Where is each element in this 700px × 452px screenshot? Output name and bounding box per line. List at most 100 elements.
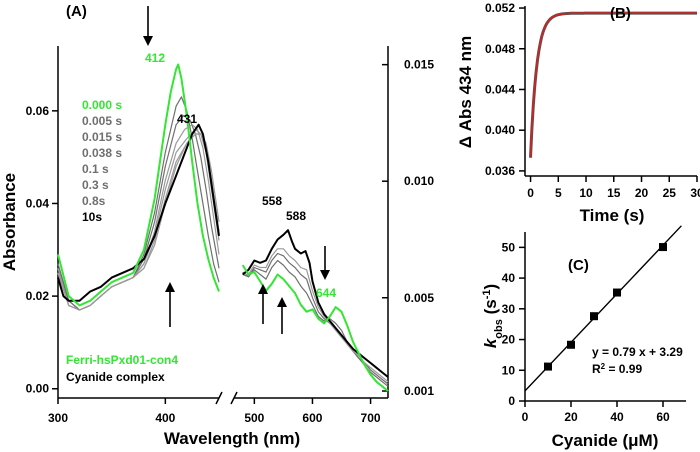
panel-a-visible-series xyxy=(241,229,389,392)
x-tick-label: 60 xyxy=(656,410,670,424)
panel-a-soret-series xyxy=(57,63,220,311)
peak-label: 588 xyxy=(286,209,306,223)
y-tick-label: 20 xyxy=(502,333,516,347)
right-y-tick-label: 0.005 xyxy=(404,291,434,305)
data-point xyxy=(567,340,575,349)
panel-b-x-label: Time (s) xyxy=(580,206,645,225)
x-tick-label: 0 xyxy=(522,410,529,424)
legend-entry: 0.3 s xyxy=(82,178,109,192)
panel-a-y-ticks: 0.00 0.02 0.04 0.06 xyxy=(26,104,58,396)
peak-label: 644 xyxy=(316,286,336,300)
panel-a-x-label: Wavelength (nm) xyxy=(164,429,300,448)
y-tick-label: 0.044 xyxy=(485,82,515,96)
x-tick-label: 700 xyxy=(361,411,381,425)
y-tick-label: 0.048 xyxy=(485,42,515,56)
x-tick-label: 20 xyxy=(564,410,578,424)
panel-c-points xyxy=(544,243,667,371)
y-tick-label: 0.06 xyxy=(26,104,50,118)
y-tick-label: 40 xyxy=(502,271,516,285)
panel-c-label: (C) xyxy=(568,257,589,274)
data-point xyxy=(659,243,667,252)
y-tick-label: 0.02 xyxy=(26,289,50,303)
species-legend-entry: Cyanide complex xyxy=(66,370,165,384)
x-tick-label: 500 xyxy=(244,411,264,425)
data-point xyxy=(613,288,621,297)
arrow-down-644-icon xyxy=(320,246,330,280)
panel-a-y-label: Absorbance xyxy=(0,173,19,271)
panel-c: 0 10 20 30 40 50 0 20 40 60 (C) y = 0.79 x + 3.2… xyxy=(481,225,686,450)
x-tick-label: 15 xyxy=(607,186,621,200)
fit-r-squared: R2 = 0.99 xyxy=(592,362,642,377)
panel-c-y-ticks: 0 10 20 30 40 50 xyxy=(502,240,525,408)
x-tick-label: 600 xyxy=(302,411,322,425)
series-line-10s xyxy=(242,229,389,378)
panel-a-axes xyxy=(57,46,389,399)
legend-entry: 0.005 s xyxy=(82,114,122,128)
panel-b-y-label: Δ Abs 434 nm xyxy=(456,36,475,148)
right-y-tick-label: 0.015 xyxy=(404,58,434,72)
legend-entry: 10s xyxy=(82,210,102,224)
panel-b: 0.036 0.040 0.044 0.048 0.052 0 5 10 15 20 25 30 (… xyxy=(456,1,700,225)
y-tick-label: 0 xyxy=(508,394,515,408)
kinetic-fit-line xyxy=(529,12,697,158)
series-line-10s xyxy=(57,123,220,302)
panel-c-axes xyxy=(524,232,686,402)
panel-a-axis-break xyxy=(215,391,238,405)
species-legend-entry: Ferri-hsPxd01-con4 xyxy=(66,353,178,367)
y-tick-label: 0.04 xyxy=(26,196,50,210)
panel-b-fit-curve xyxy=(529,11,697,158)
panel-a-time-legend: 0.000 s 0.005 s 0.015 s 0.038 s 0.1 s 0.… xyxy=(82,98,122,224)
fit-equation: y = 0.79 x + 3.29 xyxy=(592,345,683,359)
x-tick-label: 25 xyxy=(663,186,677,200)
panel-b-y-ticks: 0.036 0.040 0.044 0.048 0.052 xyxy=(485,1,525,178)
y-tick-label: 0.040 xyxy=(485,123,515,137)
peak-label: 431 xyxy=(177,112,197,126)
legend-entry: 0.038 s xyxy=(82,146,122,160)
panel-a-label: (A) xyxy=(66,3,87,20)
x-tick-label: 300 xyxy=(48,411,68,425)
y-tick-label: 0.036 xyxy=(485,164,515,178)
peak-label: 412 xyxy=(145,51,165,65)
y-tick-label: 0.00 xyxy=(26,382,50,396)
x-tick-label: 30 xyxy=(690,186,700,200)
x-tick-label: 5 xyxy=(555,186,562,200)
series-line-0000s xyxy=(241,264,389,392)
arrow-up-558-icon xyxy=(258,284,268,324)
data-point xyxy=(590,312,598,321)
y-tick-label: 50 xyxy=(502,240,516,254)
panel-c-x-ticks: 0 20 40 60 xyxy=(522,401,670,424)
y-tick-label: 0.052 xyxy=(485,1,515,15)
peak-label: 558 xyxy=(262,194,282,208)
panel-a-species-legend: Ferri-hsPxd01-con4 Cyanide complex xyxy=(66,353,178,384)
series-line-0000s xyxy=(57,63,220,307)
legend-entry: 0.000 s xyxy=(82,98,122,112)
x-tick-label: 400 xyxy=(155,411,175,425)
series-line-08s xyxy=(57,133,220,311)
x-tick-label: 0 xyxy=(527,186,534,200)
panel-c-x-label: Cyanide (μM) xyxy=(552,431,659,450)
legend-entry: 0.8s xyxy=(82,194,106,208)
panel-a-annotations: 412 431 558 588 644 xyxy=(145,51,336,300)
x-tick-label: 10 xyxy=(579,186,593,200)
right-y-tick-label: 0.001 xyxy=(404,384,434,398)
panel-a: (A) 0.00 0.02 0.04 0.06 0.001 0.005 0.010 0.01… xyxy=(0,3,434,448)
legend-entry: 0.1 s xyxy=(82,162,109,176)
panel-b-x-ticks: 0 5 10 15 20 25 30 xyxy=(527,176,700,200)
data-point xyxy=(544,362,552,371)
panel-a-x-ticks: 300 400 500 600 700 xyxy=(48,398,381,425)
arrow-down-412-icon xyxy=(143,6,153,46)
y-tick-label: 30 xyxy=(502,302,516,316)
panel-b-label: (B) xyxy=(610,5,631,22)
legend-entry: 0.015 s xyxy=(82,130,122,144)
y-tick-label: 10 xyxy=(502,363,516,377)
arrow-up-588-icon xyxy=(277,297,287,334)
arrow-up-431-icon xyxy=(165,282,175,327)
x-tick-label: 20 xyxy=(635,186,649,200)
panel-b-axes xyxy=(524,6,697,177)
right-y-tick-label: 0.010 xyxy=(404,174,434,188)
panel-c-y-label: kobs (s-1) xyxy=(481,284,505,348)
panel-a-arrows xyxy=(143,6,330,334)
kinetic-trace xyxy=(529,11,697,158)
panel-a-right-y-ticks: 0.001 0.005 0.010 0.015 xyxy=(382,58,434,398)
